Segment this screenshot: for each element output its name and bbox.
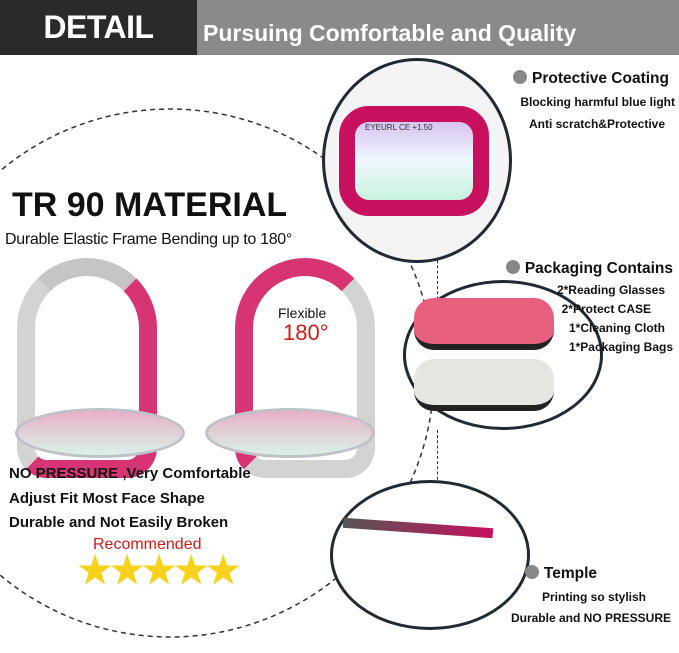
rating-stars: ★★★★★ xyxy=(78,550,240,592)
frame-print: EYEURL CE +1.50 xyxy=(365,123,433,132)
packaging-title-text: Packaging Contains xyxy=(524,260,673,277)
connector-line xyxy=(437,250,438,320)
coating-title-text: Protective Coating xyxy=(532,70,669,87)
packaging-line: 2*Reading Glasses xyxy=(556,283,665,297)
temple-title: Temple xyxy=(524,565,597,583)
temple-title-text: Temple xyxy=(543,565,597,582)
coating-line: Blocking harmful blue light xyxy=(520,95,675,109)
material-subheading: Durable Elastic Frame Bending up to 180° xyxy=(5,231,293,248)
recommended-label: Recommended xyxy=(93,536,202,553)
packaging-line: 1*Cleaning Cloth xyxy=(568,321,665,335)
coating-line: Anti scratch&Protective xyxy=(528,117,665,131)
feature-1: NO PRESSURE ,Very Comfortable xyxy=(9,465,251,482)
packaging-title: Packaging Contains xyxy=(505,260,673,278)
right-lens xyxy=(205,408,375,458)
coating-circle: EYEURL CE +1.50 xyxy=(322,58,512,263)
feature-3: Durable and Not Easily Broken xyxy=(9,514,229,531)
header-title: DETAIL xyxy=(0,0,197,55)
bullet-icon xyxy=(513,70,528,84)
header-subtitle: Pursuing Comfortable and Quality xyxy=(197,0,679,55)
lens-closeup xyxy=(339,106,489,216)
temple-line: Printing so stylish xyxy=(541,590,646,604)
material-heading: TR 90 MATERIAL xyxy=(12,186,288,224)
flex-label: Flexible xyxy=(278,305,327,321)
coating-title: Protective Coating xyxy=(513,70,669,88)
packaging-line: 1*Packaging Bags xyxy=(568,340,673,354)
white-case xyxy=(414,359,554,411)
flex-angle: 180° xyxy=(283,320,329,345)
pink-case xyxy=(414,298,554,350)
temple-arm xyxy=(342,517,494,539)
connector-line xyxy=(437,430,438,490)
feature-2: Adjust Fit Most Face Shape xyxy=(9,490,205,507)
packaging-circle xyxy=(403,280,603,430)
temple-line: Durable and NO PRESSURE xyxy=(510,611,671,625)
packaging-line: 2*Protect CASE xyxy=(561,302,651,316)
bullet-icon xyxy=(505,260,520,274)
temple-circle xyxy=(330,480,530,630)
left-lens xyxy=(15,408,185,458)
bullet-icon xyxy=(524,565,539,579)
